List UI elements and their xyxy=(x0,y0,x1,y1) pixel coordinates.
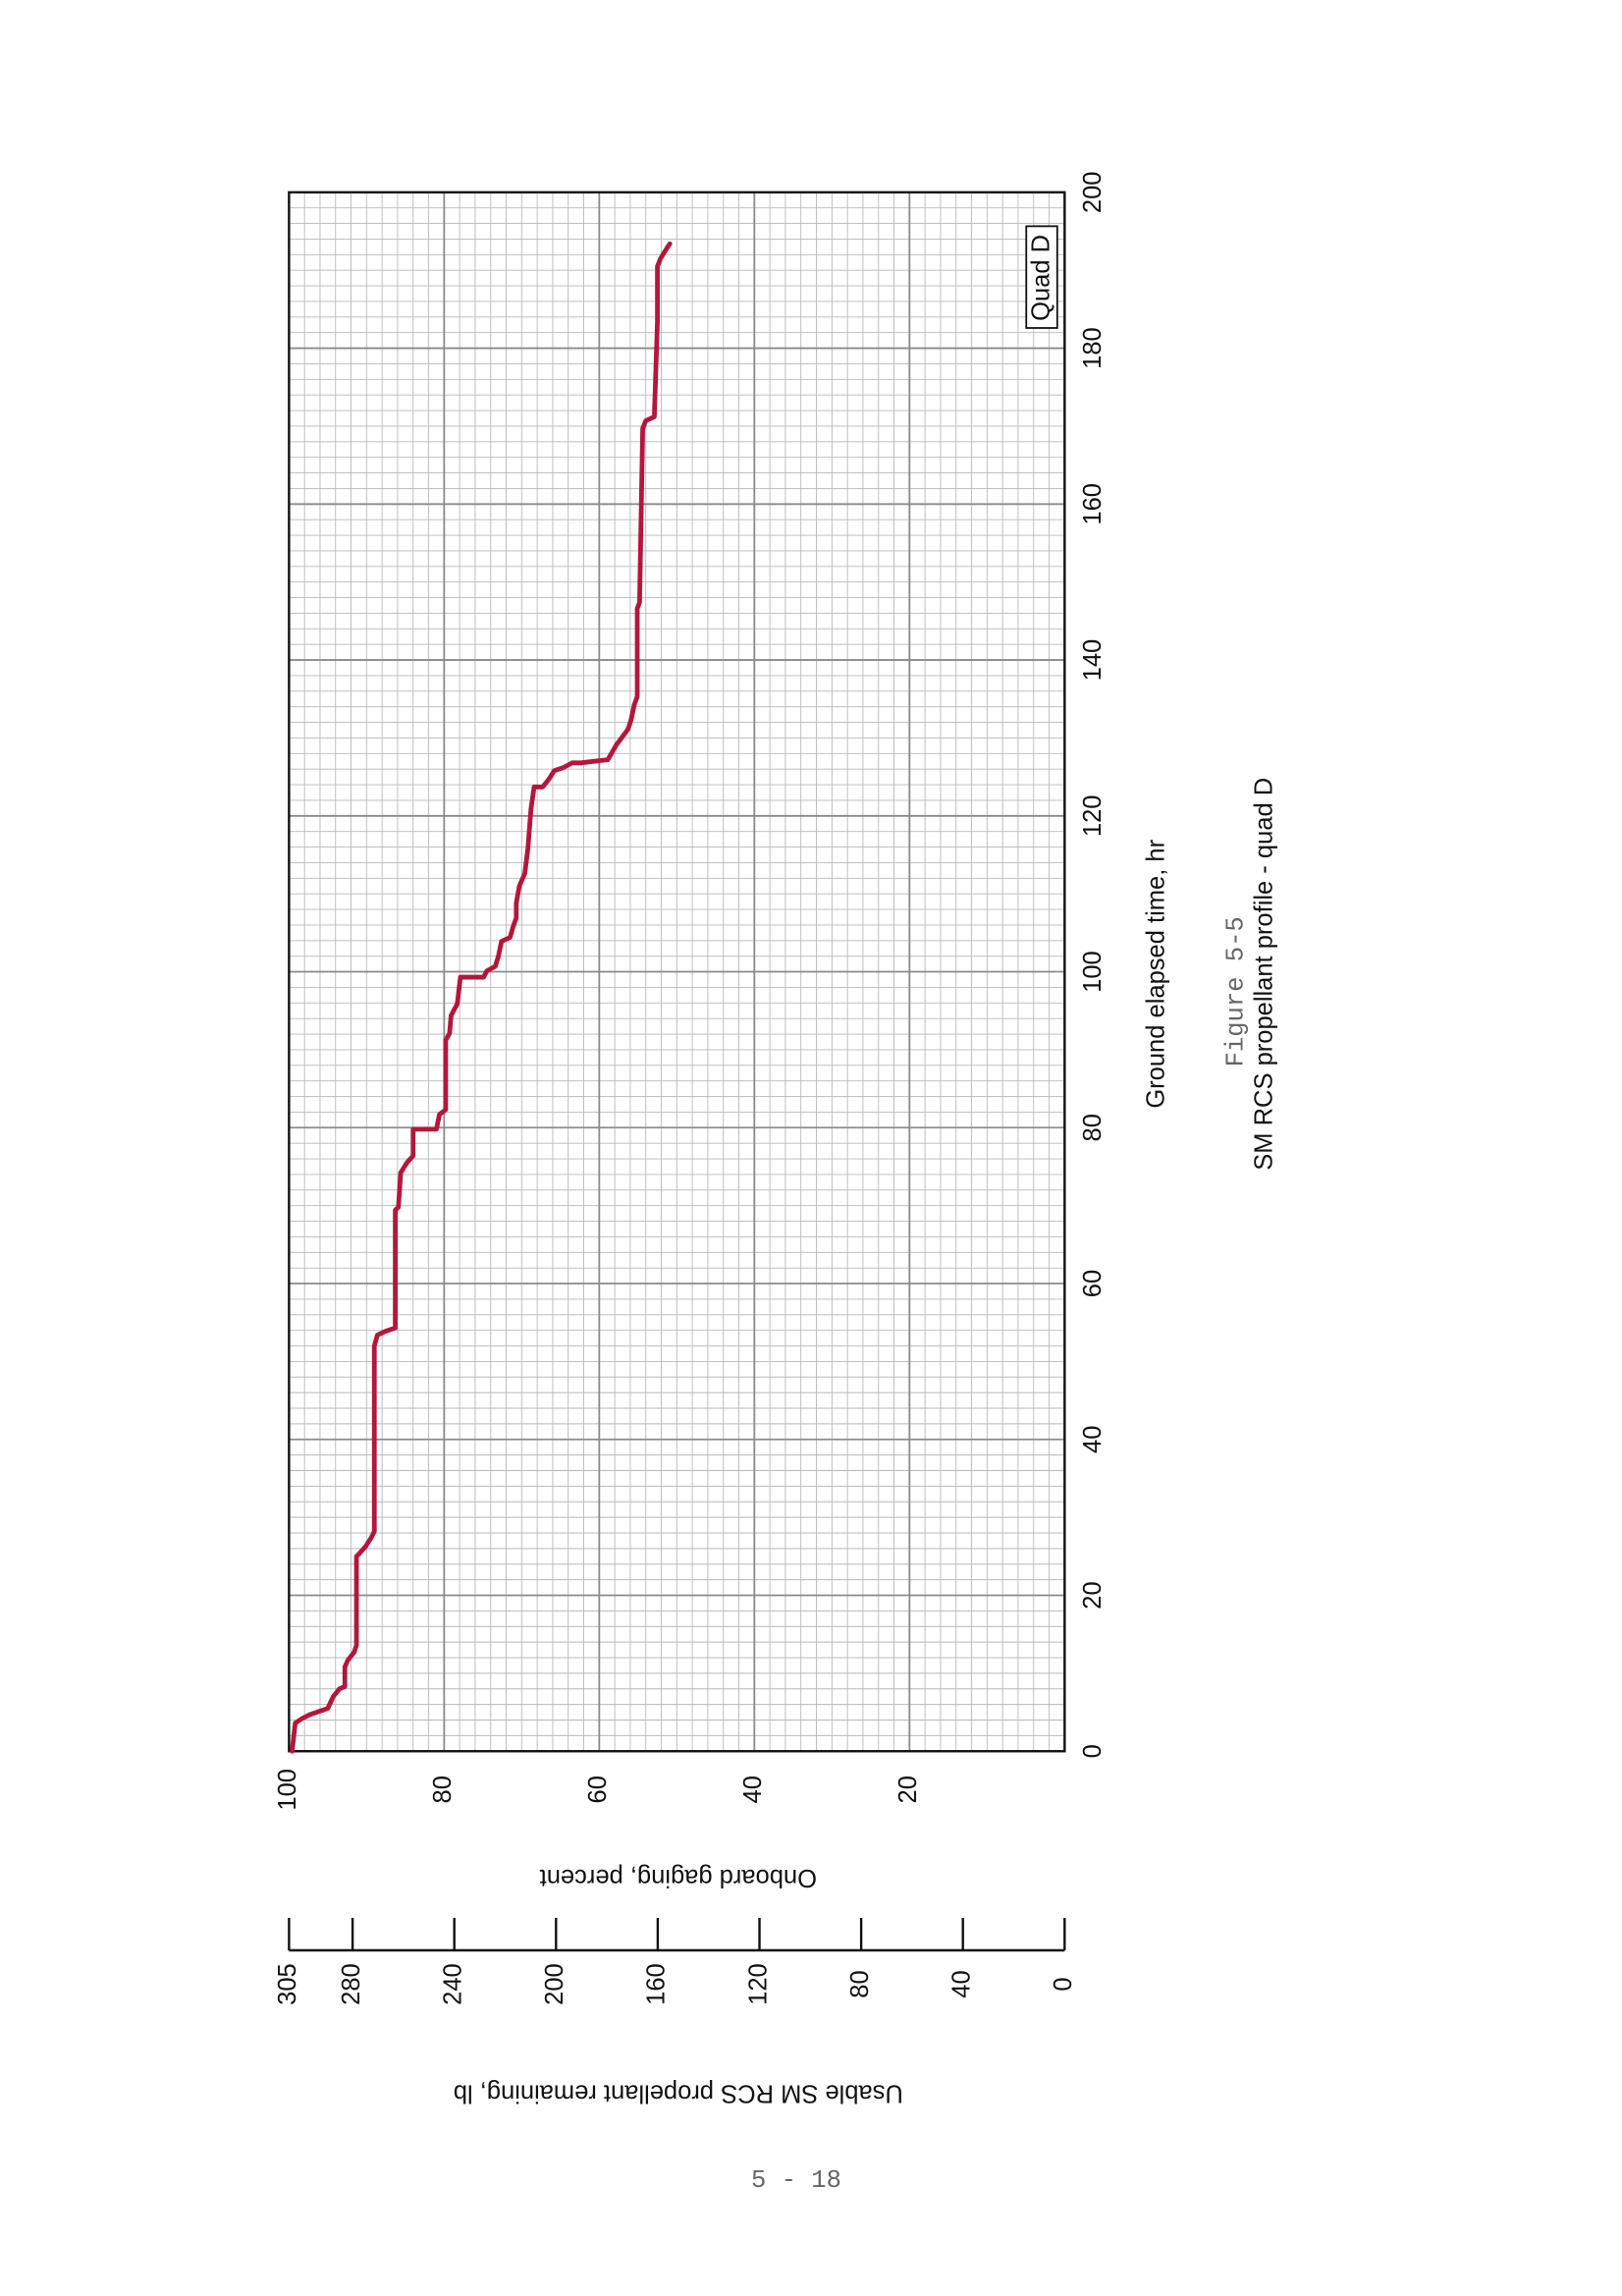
x-tick-label: 20 xyxy=(1079,1581,1107,1609)
plot-frame xyxy=(288,191,1066,1753)
y2-tick-label: 0 xyxy=(1050,1977,1077,1991)
y-tick-label: 20 xyxy=(894,1776,922,1803)
x-tick-label: 180 xyxy=(1079,327,1107,369)
y-tick-label: 80 xyxy=(429,1776,457,1803)
y-tick-label: 100 xyxy=(274,1769,301,1811)
page-number: 5 - 18 xyxy=(751,2166,841,2195)
y2-tick-label: 305 xyxy=(274,1963,301,2005)
grid xyxy=(288,191,1065,1753)
x-tick-label: 200 xyxy=(1079,172,1107,214)
y2-tick-label: 160 xyxy=(643,1963,671,2005)
x-tick-label: 80 xyxy=(1079,1114,1107,1141)
chart-title: SM RCS propellant profile - quad D xyxy=(1250,778,1277,1171)
x-tick-label: 60 xyxy=(1079,1270,1107,1297)
figure-label: Figure 5-5 xyxy=(1221,916,1250,1066)
y-tick-label: 40 xyxy=(739,1776,767,1803)
y-axis-label: Onboard gaging, percent xyxy=(540,1864,817,1891)
x-axis-label: Ground elapsed time, hr xyxy=(1143,839,1170,1108)
x-tick-label: 140 xyxy=(1079,639,1107,682)
y2-tick-label: 40 xyxy=(947,1970,975,1997)
x-tick-label: 120 xyxy=(1079,795,1107,838)
x-tick-label: 160 xyxy=(1079,483,1107,525)
y2-axis-label: Usable SM RCS propellant remaining, lb xyxy=(454,2079,903,2106)
annotation-box xyxy=(1025,225,1058,329)
y2-tick-label: 240 xyxy=(439,1963,466,2005)
y2-tick-label: 280 xyxy=(338,1963,365,2005)
data-line xyxy=(290,241,673,1754)
y2-tick-label: 80 xyxy=(846,1970,874,1997)
rotated-chart: Ground elapsed time, hr Figure 5-5 SM RC… xyxy=(274,172,1277,2107)
x-tick-label: 100 xyxy=(1079,951,1107,993)
y2-tick-label: 120 xyxy=(744,1963,772,2005)
annotation: Quad D xyxy=(1028,235,1055,321)
y-tick-label: 60 xyxy=(584,1776,612,1803)
x-tick-label: 0 xyxy=(1079,1744,1107,1758)
y2-tick-label: 200 xyxy=(541,1963,568,2005)
x-tick-label: 40 xyxy=(1079,1426,1107,1453)
